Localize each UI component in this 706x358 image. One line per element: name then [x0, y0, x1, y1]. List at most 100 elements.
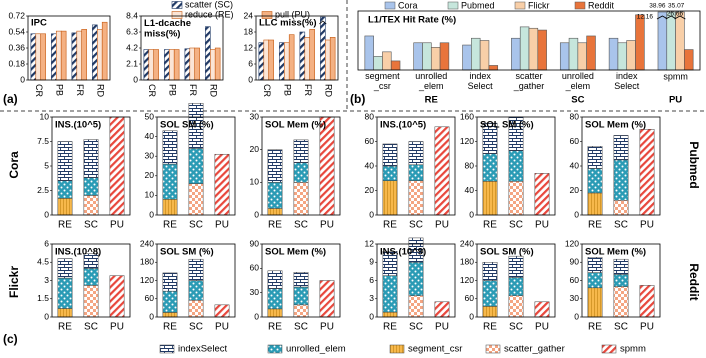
bar-segment — [57, 180, 73, 199]
plot-frame — [156, 116, 236, 216]
y-tick-label: 0 — [20, 74, 25, 84]
x-tick-label: PU — [320, 322, 334, 333]
bar-segment — [508, 255, 524, 278]
y-tick-label: 80 — [365, 111, 375, 121]
panel-label: (b) — [350, 92, 365, 106]
y-tick-label: 50 — [145, 111, 155, 121]
bar — [568, 37, 579, 71]
plot-frame — [581, 243, 661, 318]
bar — [519, 26, 530, 71]
bar-segment — [434, 301, 450, 318]
bar-segment — [587, 272, 603, 289]
x-tick-label: RE — [383, 220, 397, 231]
bar-segment — [162, 199, 178, 216]
x-tick-label: RE — [268, 220, 282, 231]
bar — [143, 49, 150, 81]
bar — [577, 42, 587, 71]
y-tick-label: 180 — [460, 257, 474, 267]
y-tick-label: 0 — [469, 209, 474, 219]
bar — [96, 29, 103, 81]
chart-title: SOL SM (%) — [480, 247, 534, 258]
legend-label: Reddit — [588, 0, 615, 10]
y-tick-label: 9 — [369, 257, 374, 267]
bar — [283, 42, 290, 81]
legend-label: Cora — [398, 0, 418, 10]
y-tick-label: 60 — [145, 293, 155, 303]
data-label: 12.16 — [637, 14, 654, 21]
x-tick-label: SC — [84, 322, 98, 333]
bar-segment — [57, 277, 73, 309]
x-tick-label: SC — [294, 220, 308, 231]
legend-swatch — [171, 1, 183, 9]
y-tick-label: 180 — [140, 257, 154, 267]
y-tick-label: 0 — [574, 311, 579, 321]
bar — [268, 39, 274, 81]
y-tick-label: 2.1 — [126, 58, 138, 68]
y-tick-label: 4.2 — [126, 42, 138, 52]
x-tick-label: index Select — [468, 71, 494, 91]
legend-swatch — [261, 11, 273, 19]
bar — [462, 44, 472, 71]
bar — [324, 39, 331, 81]
x-tick-label: PU — [110, 220, 124, 231]
legend-swatch — [514, 1, 526, 10]
bar-segment — [57, 258, 73, 279]
bar-segment — [83, 139, 99, 179]
bar-segment — [109, 116, 125, 216]
bar — [511, 37, 521, 71]
bar-segment — [162, 272, 178, 292]
y-tick-label: 0 — [369, 311, 374, 321]
x-tick-label: CR — [34, 84, 44, 97]
bar-segment — [587, 168, 603, 194]
bar-segment — [382, 251, 398, 276]
dataset-label: Cora — [7, 151, 21, 179]
chart-title: INS.(10^5) — [380, 120, 426, 131]
plot-frame — [51, 243, 131, 318]
bar — [304, 37, 311, 81]
bar-segment — [267, 288, 283, 310]
group-label: RE — [425, 95, 438, 106]
plot-frame — [255, 15, 339, 81]
x-tick-label: PU — [640, 322, 654, 333]
y-tick-label: 0 — [369, 209, 374, 219]
bar-segment — [188, 148, 204, 184]
x-tick-label: PU — [435, 220, 449, 231]
chart-title: SOL Mem (%) — [585, 247, 646, 258]
bar — [263, 39, 270, 81]
bar-segment — [83, 177, 99, 196]
bar — [675, 11, 685, 71]
panel-label: (a) — [3, 92, 18, 106]
x-tick-label: spmm — [663, 71, 688, 81]
bar-segment — [587, 287, 603, 318]
bar — [168, 49, 175, 81]
bar-segment — [482, 262, 498, 281]
y-tick-label: 7.5 — [37, 136, 49, 146]
y-tick-label: 20 — [145, 170, 155, 180]
y-tick-label: 80 — [570, 111, 580, 121]
bar-segment — [83, 253, 99, 269]
y-tick-label: 40 — [465, 185, 475, 195]
legend-label: Flickr — [528, 0, 550, 10]
bar-segment — [408, 141, 424, 166]
bar-segment — [162, 312, 178, 318]
bar — [214, 47, 221, 81]
bar-segment — [293, 182, 309, 216]
x-tick-label: PU — [320, 220, 334, 231]
axis-break — [319, 20, 327, 25]
legend-swatch — [171, 11, 183, 19]
bar-segment — [162, 163, 178, 200]
bar — [81, 29, 87, 81]
bar-segment — [293, 139, 309, 163]
bar-segment — [508, 150, 524, 182]
y-tick-label: 0 — [574, 209, 579, 219]
bar-segment — [267, 149, 283, 183]
y-tick-label: 30 — [250, 287, 260, 297]
y-tick-label: 0 — [149, 209, 154, 219]
legend-label: unrolled_elem — [286, 344, 346, 355]
y-tick-label: 30 — [570, 293, 580, 303]
x-tick-label: unrolled _elem — [415, 71, 447, 91]
bar-segment — [188, 300, 204, 318]
y-tick-label: 10 — [40, 111, 50, 121]
legend-label: pull (PU) — [275, 9, 310, 19]
y-tick-label: 4.5 — [37, 257, 49, 267]
